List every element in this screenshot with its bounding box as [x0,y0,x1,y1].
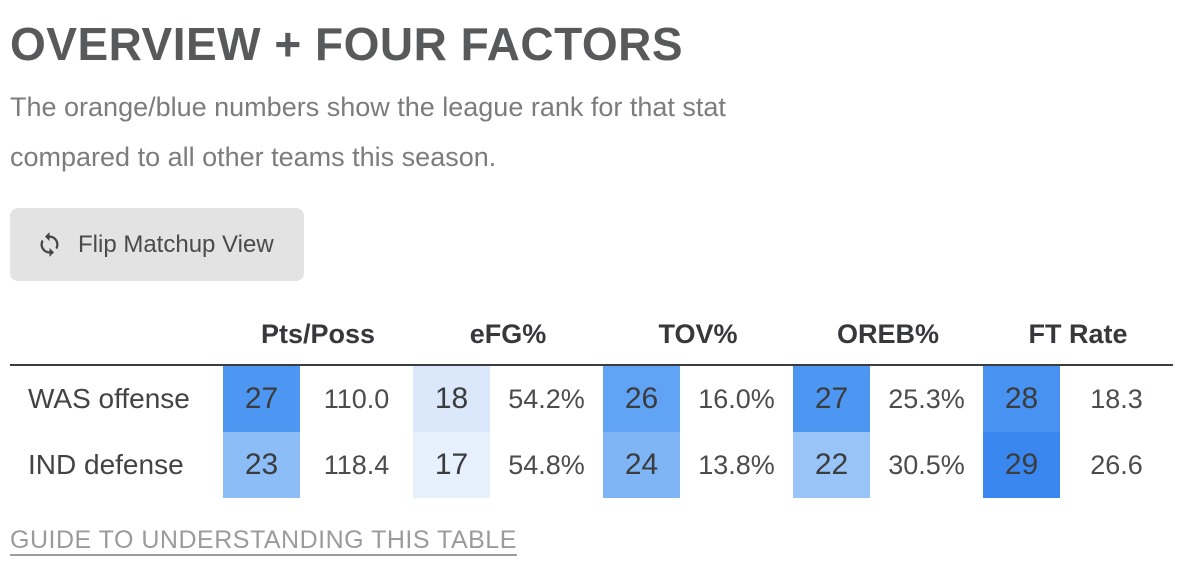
guide-link[interactable]: GUIDE TO UNDERSTANDING THIS TABLE [10,526,517,555]
column-header-ft-rate: FT Rate [1028,319,1128,350]
flip-matchup-view-button[interactable]: Flip Matchup View [10,208,304,282]
rank-cell-efg: 17 [413,432,490,499]
rank-cell-ft-rate: 28 [983,366,1060,433]
flip-button-label: Flip Matchup View [78,230,274,258]
subtitle-line-1: The orange/blue numbers show the league … [10,92,726,123]
rank-cell-oreb: 27 [793,366,870,433]
subtitle-line-2: compared to all other teams this season. [10,142,497,173]
column-header-oreb: OREB% [836,319,939,350]
value-cell-tov: 13.8% [698,449,775,480]
table-row-ind-defense: IND defense 23 118.4 17 54.8% 24 13.8% 2… [10,432,1173,499]
rank-cell-ft-rate: 29 [983,432,1060,499]
rank-cell-tov: 26 [603,366,680,433]
refresh-icon [36,231,63,258]
value-cell-pts-poss: 118.4 [323,449,390,480]
column-header-pts-poss: Pts/Poss [260,319,376,350]
rank-cell-oreb: 22 [793,432,870,499]
table-divider [10,364,1173,367]
value-cell-oreb: 25.3% [888,383,965,414]
rank-cell-pts-poss: 23 [223,432,300,499]
value-cell-oreb: 30.5% [888,449,965,480]
value-cell-efg: 54.2% [508,383,585,414]
column-header-tov: TOV% [658,319,738,350]
value-cell-ft-rate: 18.3 [1090,383,1143,414]
row-label-ind-defense: IND defense [28,449,184,481]
column-header-efg: eFG% [469,319,547,350]
four-factors-table: Pts/Poss eFG% TOV% OREB% FT Rate WAS off… [10,319,1173,499]
value-cell-efg: 54.8% [508,449,585,480]
value-cell-ft-rate: 26.6 [1090,449,1143,480]
rank-cell-pts-poss: 27 [223,366,300,433]
rank-cell-efg: 18 [413,366,490,433]
row-label-was-offense: WAS offense [28,383,190,415]
table-row-was-offense: WAS offense 27 110.0 18 54.2% 26 16.0% 2… [10,366,1173,433]
page-title: OVERVIEW + FOUR FACTORS [10,18,684,70]
value-cell-pts-poss: 110.0 [323,383,390,414]
value-cell-tov: 16.0% [698,383,775,414]
rank-cell-tov: 24 [603,432,680,499]
table-header-row: Pts/Poss eFG% TOV% OREB% FT Rate [10,319,1173,364]
